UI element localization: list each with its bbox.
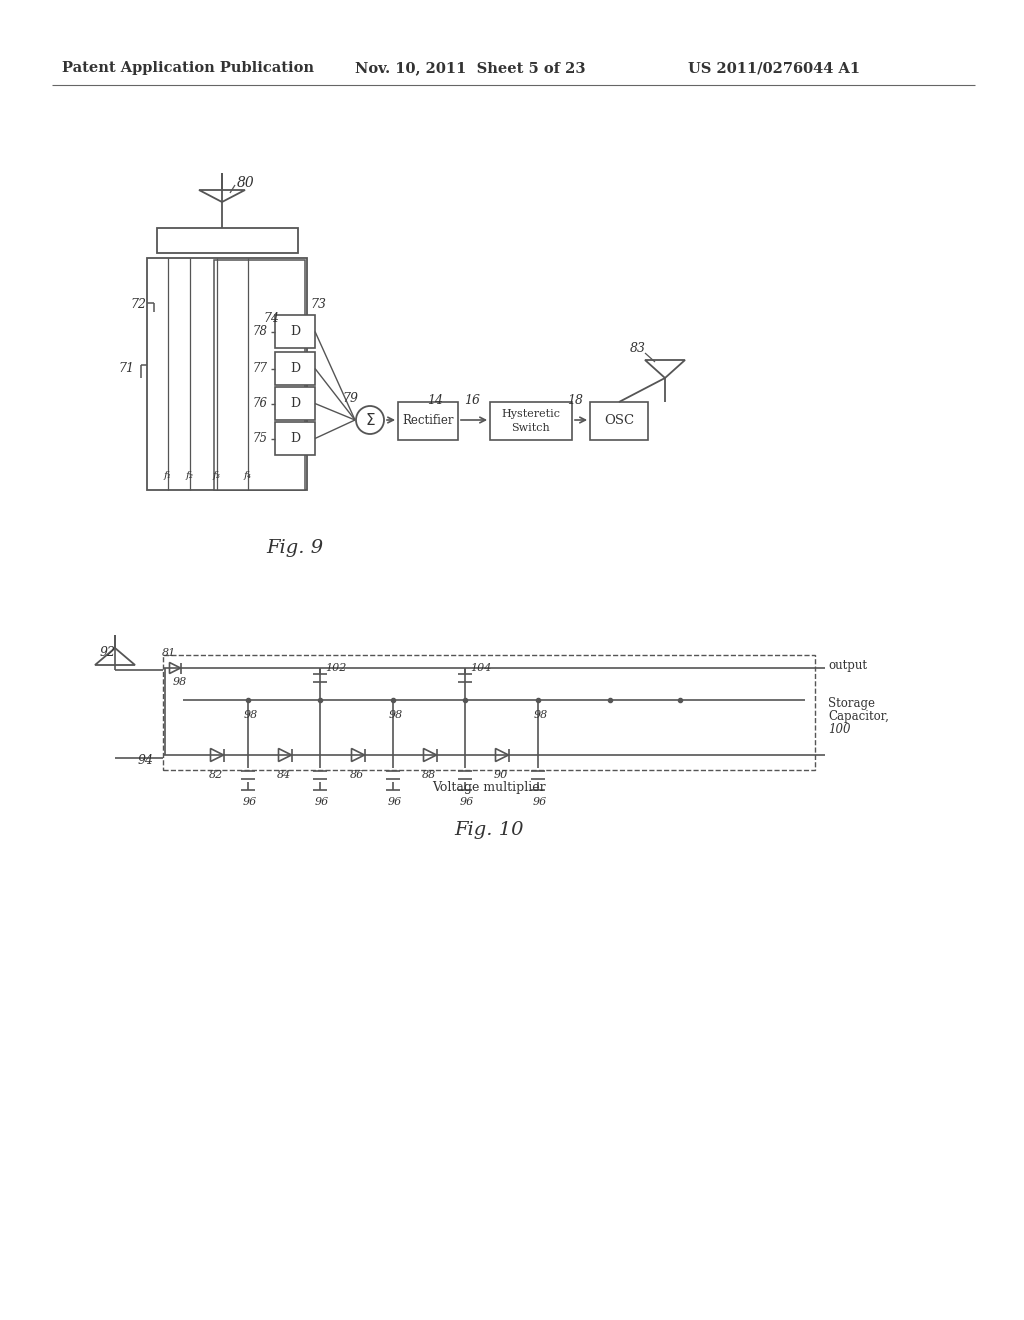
Text: 77: 77 bbox=[253, 362, 268, 375]
Text: 75: 75 bbox=[253, 432, 268, 445]
Text: 80: 80 bbox=[237, 176, 255, 190]
Text: Capacitor,: Capacitor, bbox=[828, 710, 889, 723]
Bar bbox=[398, 403, 458, 440]
Text: Fig. 10: Fig. 10 bbox=[455, 821, 523, 840]
Text: 81: 81 bbox=[162, 648, 176, 657]
Text: 14: 14 bbox=[427, 393, 443, 407]
Text: Hysteretic: Hysteretic bbox=[502, 409, 560, 418]
Bar bbox=[157, 228, 298, 253]
Text: 84: 84 bbox=[278, 770, 291, 780]
Text: 79: 79 bbox=[342, 392, 358, 404]
Bar bbox=[214, 260, 305, 490]
Text: 104: 104 bbox=[470, 663, 492, 673]
Text: 16: 16 bbox=[464, 393, 480, 407]
Text: Rectifier: Rectifier bbox=[402, 414, 454, 428]
Bar bbox=[275, 387, 315, 420]
Text: Switch: Switch bbox=[512, 422, 550, 433]
Text: 18: 18 bbox=[567, 393, 583, 407]
Text: Nov. 10, 2011  Sheet 5 of 23: Nov. 10, 2011 Sheet 5 of 23 bbox=[355, 61, 586, 75]
Text: 86: 86 bbox=[350, 770, 365, 780]
Text: f₄: f₄ bbox=[244, 470, 252, 479]
Text: Fig. 9: Fig. 9 bbox=[266, 539, 324, 557]
Text: D: D bbox=[290, 432, 300, 445]
Text: 78: 78 bbox=[253, 325, 268, 338]
Text: f₃: f₃ bbox=[213, 470, 221, 479]
Bar bbox=[147, 257, 307, 490]
Text: 98: 98 bbox=[173, 677, 187, 686]
Text: D: D bbox=[290, 397, 300, 411]
Bar bbox=[590, 403, 648, 440]
Text: OSC: OSC bbox=[604, 414, 634, 428]
Text: 96: 96 bbox=[315, 797, 330, 807]
Text: $\Sigma$: $\Sigma$ bbox=[365, 412, 376, 428]
Text: 102: 102 bbox=[325, 663, 346, 673]
Text: Patent Application Publication: Patent Application Publication bbox=[62, 61, 314, 75]
Text: 74: 74 bbox=[263, 312, 279, 325]
Text: f₁: f₁ bbox=[164, 470, 172, 479]
Text: 76: 76 bbox=[253, 397, 268, 411]
Text: Voltage multiplier: Voltage multiplier bbox=[432, 781, 546, 795]
Text: 71: 71 bbox=[118, 362, 134, 375]
Text: 98: 98 bbox=[534, 710, 548, 719]
Text: 96: 96 bbox=[534, 797, 547, 807]
Text: 72: 72 bbox=[130, 298, 146, 312]
Bar bbox=[163, 655, 815, 770]
Bar bbox=[275, 315, 315, 348]
Text: Storage: Storage bbox=[828, 697, 874, 710]
Text: US 2011/0276044 A1: US 2011/0276044 A1 bbox=[688, 61, 860, 75]
Text: 96: 96 bbox=[243, 797, 257, 807]
Text: 96: 96 bbox=[460, 797, 474, 807]
Text: D: D bbox=[290, 325, 300, 338]
Text: 92: 92 bbox=[100, 645, 116, 659]
Text: 83: 83 bbox=[630, 342, 646, 355]
Bar bbox=[275, 422, 315, 455]
Text: 100: 100 bbox=[828, 723, 851, 737]
Text: f₂: f₂ bbox=[186, 470, 194, 479]
Text: 88: 88 bbox=[422, 770, 436, 780]
Text: 96: 96 bbox=[388, 797, 402, 807]
Text: 98: 98 bbox=[389, 710, 403, 719]
Text: 82: 82 bbox=[209, 770, 223, 780]
Text: 73: 73 bbox=[310, 298, 326, 312]
Text: output: output bbox=[828, 660, 867, 672]
Text: 98: 98 bbox=[244, 710, 258, 719]
Bar bbox=[490, 403, 572, 440]
Text: 90: 90 bbox=[494, 770, 508, 780]
Bar bbox=[275, 352, 315, 385]
Text: 94: 94 bbox=[138, 754, 154, 767]
Text: D: D bbox=[290, 362, 300, 375]
